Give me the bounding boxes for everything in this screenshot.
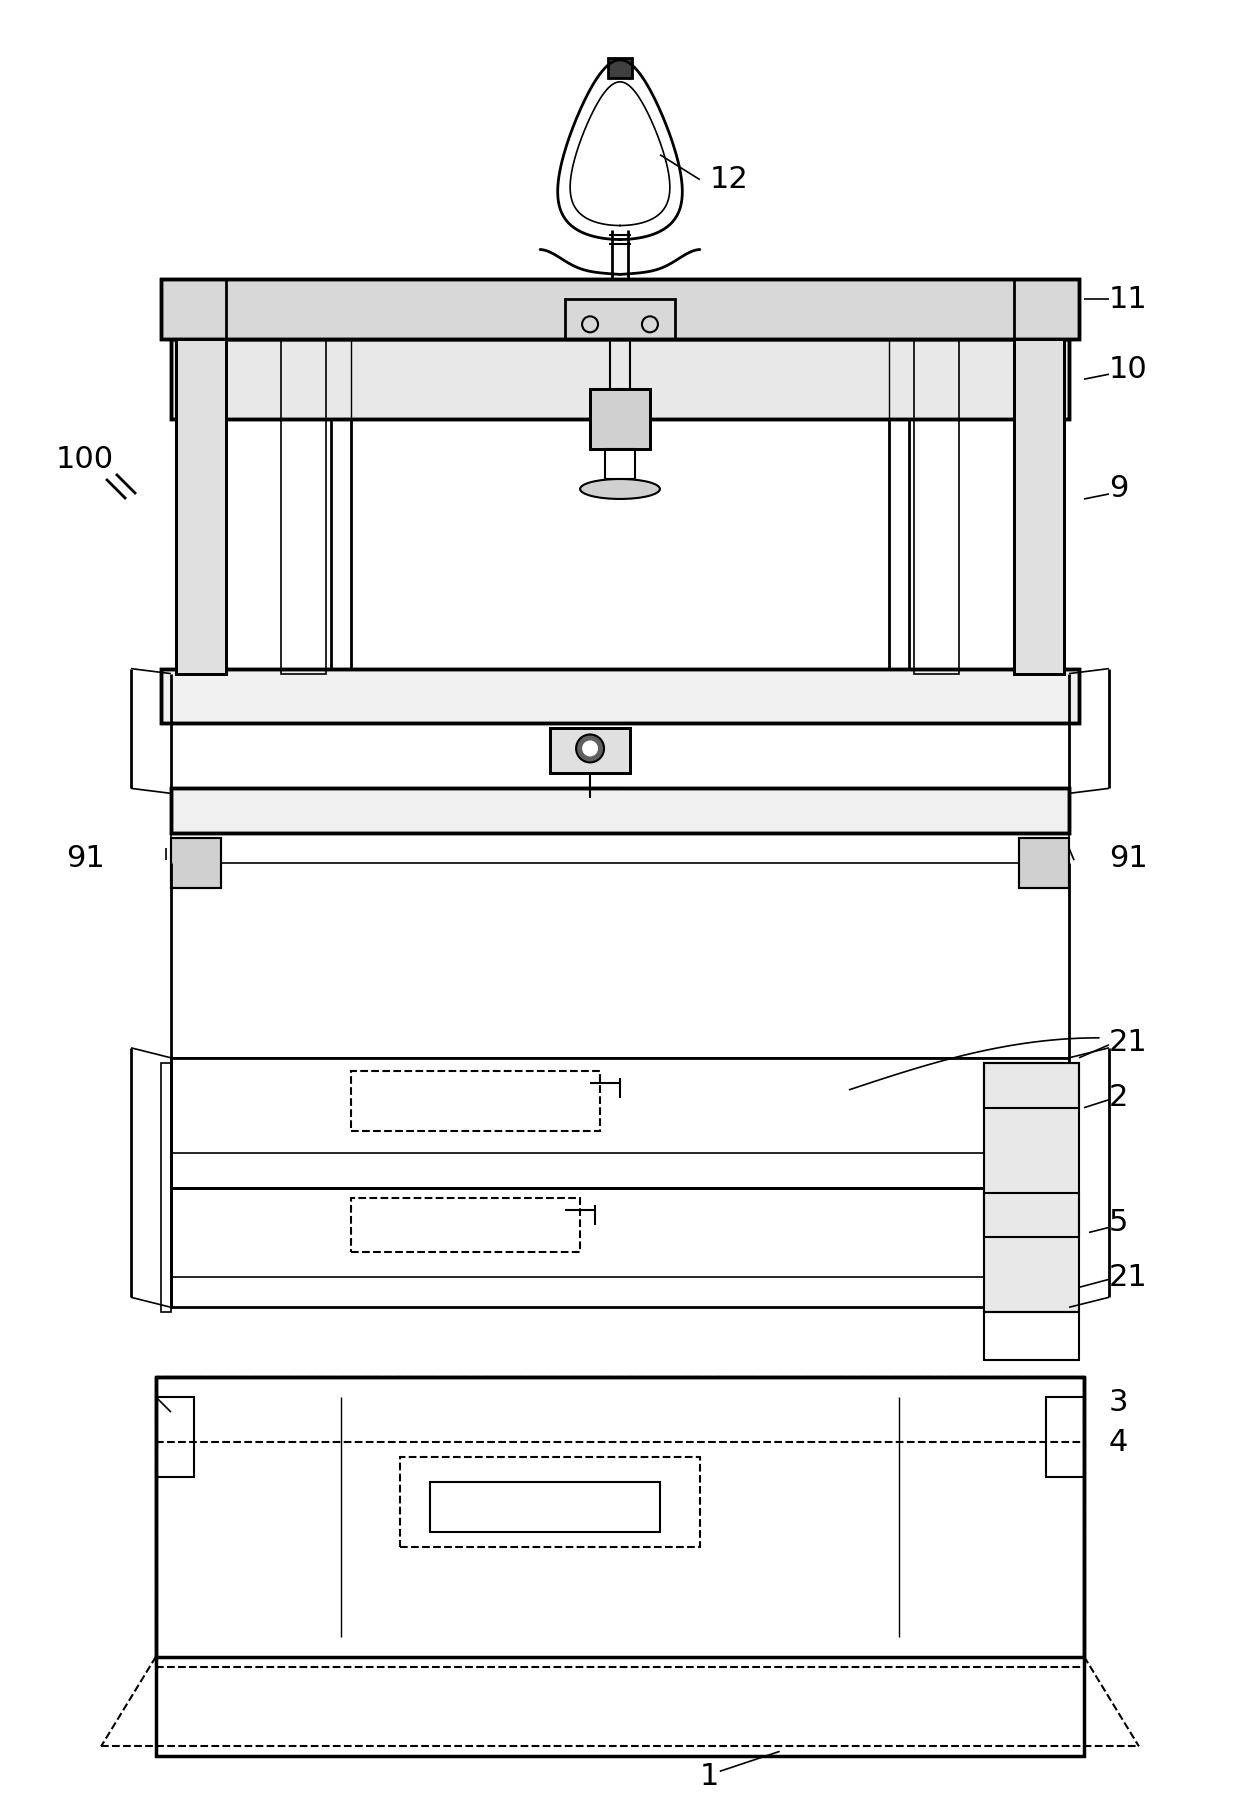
Text: 11: 11 [1109,285,1148,314]
Bar [156,1398,193,1476]
Bar [985,1311,1079,1360]
Bar [171,788,1069,832]
Bar [590,389,650,448]
Bar [176,339,226,673]
Bar [161,280,1079,339]
Bar [985,1193,1079,1238]
Bar [1019,838,1069,888]
Bar [914,339,960,673]
Bar [351,1198,580,1252]
Bar [156,1378,1084,1667]
Bar [351,1071,600,1130]
Bar [280,339,326,673]
Bar [171,788,1069,832]
Bar [161,669,1079,723]
Text: 10: 10 [1109,355,1148,384]
Ellipse shape [580,479,660,499]
Bar [171,339,1069,420]
Bar [161,280,1079,339]
Bar [161,1062,171,1311]
Bar [1014,339,1064,673]
Text: 91: 91 [66,843,105,872]
Bar [985,1062,1079,1107]
Bar [401,1457,699,1546]
Text: 5: 5 [1109,1207,1128,1236]
Bar [171,1058,1069,1152]
Text: 21: 21 [1109,1263,1148,1292]
Bar [171,1188,1069,1277]
Bar [171,838,221,888]
Bar [161,669,1079,723]
Bar [171,1188,1069,1308]
Text: 100: 100 [56,445,114,474]
Text: 91: 91 [1109,843,1148,872]
Bar [171,1058,1069,1188]
Text: 21: 21 [1109,1028,1148,1057]
Bar [176,339,226,673]
Text: 4: 4 [1109,1428,1128,1457]
Bar [551,728,630,773]
Bar [565,300,675,339]
Bar [605,448,635,479]
Text: 2: 2 [1109,1084,1128,1112]
Bar [1047,1398,1084,1476]
Circle shape [582,741,598,757]
Bar [608,57,632,77]
Bar [171,339,1069,420]
Bar [590,389,650,448]
Bar [171,832,1069,863]
Text: 12: 12 [709,165,749,194]
Text: 3: 3 [1109,1387,1128,1417]
Bar [610,339,630,389]
Bar [551,728,630,773]
Bar [156,1378,1084,1756]
Text: 1: 1 [699,1762,719,1790]
Bar [430,1482,660,1532]
Circle shape [577,734,604,762]
Text: 9: 9 [1109,474,1128,504]
Bar [171,838,221,888]
Bar [1014,339,1064,673]
Bar [1019,838,1069,888]
Bar [985,1062,1079,1311]
